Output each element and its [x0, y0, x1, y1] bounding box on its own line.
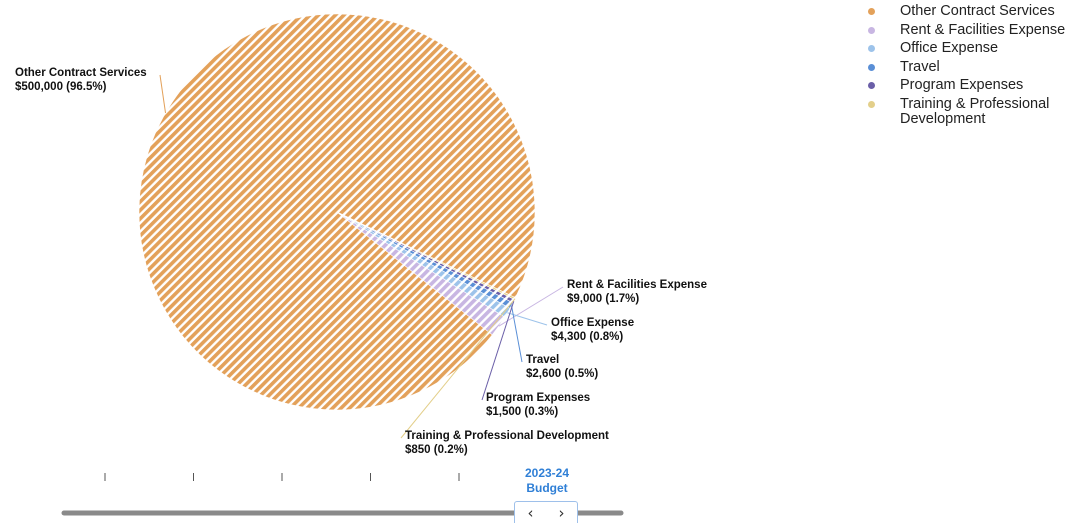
connector-training-and-professional-development — [400, 298, 516, 439]
legend-item-training-and-professional-development[interactable]: Training & Professional Development — [868, 95, 1078, 127]
label-connectors — [159, 74, 564, 439]
data-label-program-expenses: Program Expenses $1,500 (0.3%) — [486, 392, 590, 419]
legend-label: Office Expense — [900, 40, 999, 56]
connector-office-expense — [507, 312, 548, 326]
connector-program-expenses — [481, 301, 515, 401]
period-type: Budget — [526, 481, 568, 495]
legend-label: Rent & Facilities Expense — [900, 21, 1066, 38]
legend-marker-icon — [868, 100, 875, 108]
legend-label: Travel — [900, 58, 940, 75]
data-label-name: Training & Professional Development — [405, 430, 609, 442]
legend-marker-icon — [868, 82, 875, 89]
legend-label: Program Expenses — [900, 77, 1024, 93]
legend-label: Other Contract Services — [900, 3, 1055, 19]
data-label-name: Travel — [526, 354, 560, 366]
period-navigator: ‹ › — [514, 501, 578, 523]
chevron-right-icon[interactable]: › — [558, 503, 565, 522]
legend-item-rent-and-facilities-expense[interactable]: Rent & Facilities Expense — [868, 21, 1078, 38]
data-label-travel: Travel $2,600 (0.5%) — [526, 354, 598, 381]
legend-item-office-expense[interactable]: Office Expense — [868, 41, 1078, 56]
data-label-value: $1,500 (0.3%) — [486, 405, 559, 418]
data-label-name: Other Contract Services — [15, 67, 147, 79]
period-label: 2023-24 Budget — [512, 466, 582, 496]
legend-item-other-contract-services[interactable]: Other Contract Services — [868, 4, 1078, 19]
legend-item-program-expenses[interactable]: Program Expenses — [868, 78, 1078, 93]
data-label-training-and-professional-development: Training & Professional Development $850 … — [405, 430, 609, 457]
chevron-left-icon[interactable]: ‹ — [527, 503, 534, 522]
data-label-value: $2,600 (0.5%) — [526, 367, 599, 380]
data-label-name: Office Expense — [551, 317, 635, 329]
pie-slices — [138, 13, 536, 411]
slice-other-contract-services[interactable] — [138, 13, 536, 411]
legend-marker-icon — [868, 8, 875, 15]
legend-label: Training & Professional Development — [900, 95, 1050, 127]
data-label-value: $4,300 (0.8%) — [551, 330, 624, 343]
connector-travel — [511, 305, 523, 363]
connector-rent-and-facilities-expense — [498, 286, 564, 327]
period-year: 2023-24 — [524, 466, 570, 480]
data-label-name: Rent & Facilities Expense — [567, 279, 707, 291]
data-label-value: $9,000 (1.7%) — [567, 292, 640, 305]
data-label-value: $500,000 (96.5%) — [15, 80, 107, 93]
legend-item-travel[interactable]: Travel — [868, 58, 1078, 75]
data-label-name: Program Expenses — [486, 392, 591, 404]
data-label-value: $850 (0.2%) — [405, 443, 468, 456]
connector-other-contract-services — [159, 74, 167, 114]
data-label-office-expense: Office Expense $4,300 (0.8%) — [551, 317, 634, 344]
legend: Other Contract Services Rent & Facilities… — [868, 4, 1078, 130]
legend-marker-icon — [868, 63, 875, 71]
legend-marker-icon — [868, 45, 875, 52]
data-label-rent-and-facilities-expense: Rent & Facilities Expense $9,000 (1.7%) — [567, 279, 707, 306]
data-label-other-contract-services: Other Contract Services $500,000 (96.5%) — [15, 67, 147, 94]
legend-marker-icon — [868, 26, 875, 34]
